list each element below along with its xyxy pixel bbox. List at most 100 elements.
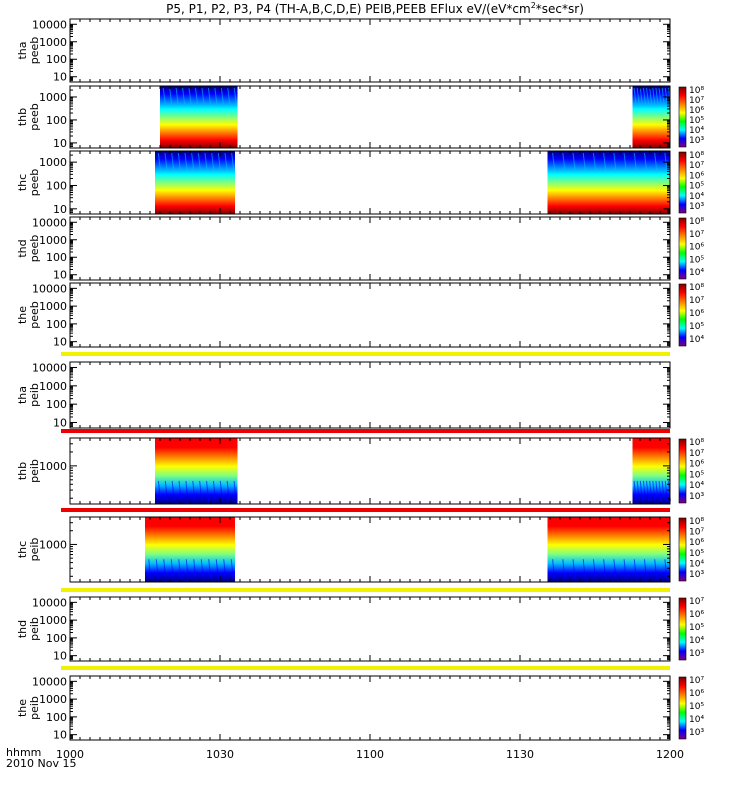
spectrum-block (632, 86, 670, 148)
spectrum-texture (642, 87, 646, 105)
spectrum-texture (169, 87, 173, 105)
panel-probe-label: thd (16, 239, 29, 257)
y-tick-label: 10 (53, 416, 67, 429)
colorbar-label: 10⁸ (689, 217, 704, 227)
time-axis-label: hhmm (6, 746, 41, 759)
panel-frame (69, 18, 671, 83)
colorbar-label: 10⁶ (689, 460, 704, 470)
spectrum-texture (646, 480, 650, 502)
spectrum-texture (661, 87, 665, 105)
spectrum-texture (643, 559, 647, 580)
y-tick-label: 10000 (32, 216, 67, 229)
title-main: P5, P1, P2, P3, P4 (TH-A,B,C,D,E) PEIB,P… (166, 2, 531, 16)
spectrum-texture (636, 480, 640, 502)
colorbar-label: 10⁵ (689, 322, 704, 332)
panel-probe-label: thc (16, 174, 29, 191)
spectrum-texture (233, 480, 237, 502)
y-tick-label: 1000 (39, 156, 67, 169)
time-axis: hhmm 2010 Nov 15 1000 1030 1100 1130 1200 (6, 746, 684, 770)
panel-probe-label: thb (16, 462, 29, 480)
spectrum-texture (171, 480, 175, 502)
spectrum-texture (182, 87, 186, 105)
colorbar (678, 283, 687, 347)
colorbar (678, 676, 687, 740)
spectrum-texture (178, 480, 182, 502)
spectrum-texture (207, 87, 211, 105)
colorbar-label: 10⁶ (689, 309, 704, 319)
title-tail: *sec*sr) (536, 2, 584, 16)
panel-probe-label: thb (16, 108, 29, 126)
spectrum-texture (217, 152, 221, 170)
spectrum-texture (171, 152, 175, 170)
spectrum-texture (233, 87, 237, 105)
title-superscript: 2 (531, 1, 536, 10)
spectrum-texture (157, 480, 161, 502)
spectrum-texture (664, 152, 668, 170)
colorbar-label: 10⁴ (689, 481, 704, 491)
spectrum-texture (230, 559, 234, 580)
spectrum-texture (664, 559, 668, 580)
spectrum-texture (654, 559, 658, 580)
colorbar (678, 438, 687, 504)
spectrum-texture (185, 559, 189, 580)
colorbar-label: 10⁶ (689, 610, 704, 620)
colorbar-label: 10⁷ (689, 161, 704, 171)
y-tick-label: 1000 (39, 614, 67, 627)
spectrum-texture (197, 152, 201, 170)
spectrum-texture (633, 87, 637, 105)
y-tick-label: 10 (53, 203, 67, 216)
spectrum-texture (613, 152, 617, 170)
spectrum-texture (552, 559, 556, 580)
y-tick-label: 10000 (32, 596, 67, 609)
y-tick-label: 1000 (39, 234, 67, 247)
spectrum-texture (613, 559, 617, 580)
panel-probe-label: thc (16, 541, 29, 558)
y-tick-label: 1000 (39, 693, 67, 706)
spectrum-texture (603, 152, 607, 170)
spectrum-texture (633, 559, 637, 580)
spectrum-texture (636, 87, 640, 105)
spectrum-texture (642, 480, 646, 502)
spectrum-block (155, 438, 238, 504)
spectrum-texture (192, 480, 196, 502)
y-tick-label: 10000 (32, 282, 67, 295)
colorbar-label: 10⁸ (689, 86, 704, 96)
colorbar-label: 10⁴ (689, 192, 704, 202)
panel-product-label: peib (28, 383, 41, 407)
spectrum-texture (163, 559, 167, 580)
spectrum-texture (219, 480, 223, 502)
colorbar-label: 10⁷ (689, 597, 704, 607)
y-tick-label: 100 (46, 711, 67, 724)
colorbar-label: 10⁶ (689, 243, 704, 253)
quality-flag-bar (61, 666, 670, 670)
y-tick-label: 100 (46, 179, 67, 192)
colorbar-label: 10⁵ (689, 255, 704, 265)
spectrum-texture (562, 559, 566, 580)
spectrum-texture (664, 87, 668, 105)
spectrum-texture (199, 480, 203, 502)
colorbar-label: 10⁵ (689, 623, 704, 633)
spectrum-texture (208, 559, 212, 580)
spectrum-texture (201, 87, 205, 105)
spectrum-texture (552, 152, 556, 170)
y-tick-label: 1000 (39, 538, 67, 551)
spectrum-texture (227, 87, 231, 105)
y-tick-label: 10 (53, 650, 67, 663)
spectrum-block (547, 517, 670, 582)
colorbar-label: 10⁶ (689, 538, 704, 548)
spectrum-block (145, 517, 235, 582)
colorbar-label: 10⁷ (689, 96, 704, 106)
colorbar-label: 10⁸ (689, 151, 704, 161)
y-tick-label: 10000 (32, 675, 67, 688)
colorbar-label: 10³ (689, 492, 704, 502)
date-label: 2010 Nov 15 (6, 757, 76, 770)
spectrum-texture (658, 480, 662, 502)
spectrum-texture (582, 559, 586, 580)
colorbar-label: 10⁴ (689, 559, 704, 569)
spectrum-block (160, 86, 238, 148)
spectrum-texture (177, 152, 181, 170)
panel-frame (69, 282, 671, 348)
